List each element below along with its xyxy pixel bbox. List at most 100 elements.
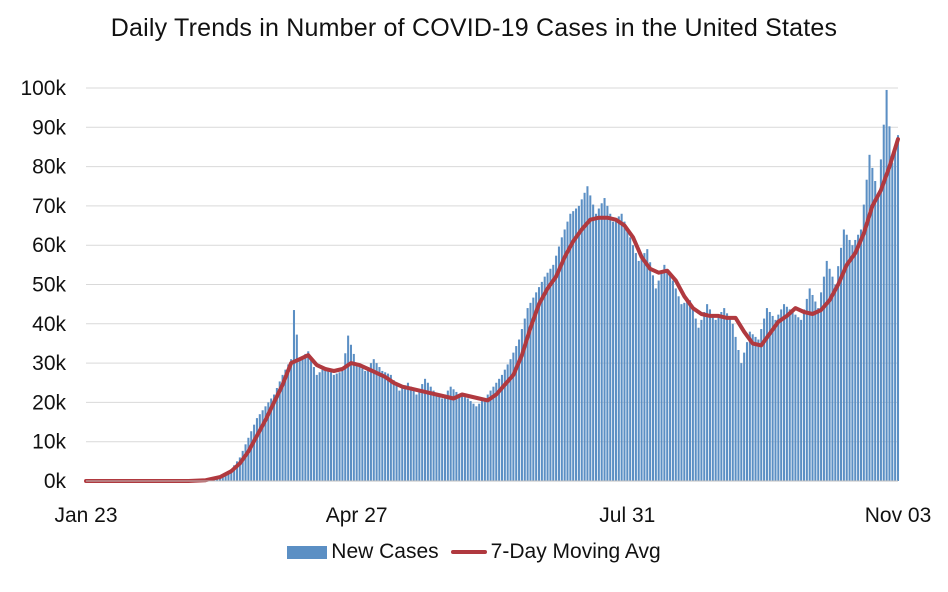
bar [241,450,244,481]
bar [509,359,512,481]
bar [463,397,466,481]
bar [723,308,726,481]
bar [361,368,364,481]
bar [227,471,230,481]
bar [854,239,857,481]
bar [441,398,444,481]
bar [654,288,657,481]
bar [839,247,843,481]
y-tick-label: 60k [32,234,66,257]
bar [258,414,261,481]
bar [452,389,455,481]
bar [520,329,523,481]
legend: New Cases 7-Day Moving Avg [0,540,948,564]
bar [794,314,797,481]
bar [523,318,526,481]
bar [594,213,598,481]
bar [398,390,401,481]
bar [369,363,372,481]
bar [589,195,592,482]
x-tick-label: Jul 31 [599,504,655,527]
bar [711,314,714,481]
bar [426,382,429,481]
bar [700,319,703,481]
bar [338,372,341,481]
bar [449,386,452,481]
bar [842,229,845,481]
bar [540,281,543,481]
bar [512,352,515,481]
bar [620,213,623,481]
bar [885,89,888,481]
bar [224,473,227,481]
bar [364,370,367,481]
bar [632,245,635,481]
bar [421,384,424,481]
bar [355,363,358,481]
x-tick-label: Apr 27 [326,504,388,527]
bar [221,475,224,481]
bar [461,395,464,481]
bar [734,336,737,481]
bar [349,344,352,481]
legend-swatch-bars [287,545,328,559]
bar [871,167,874,481]
bar [877,194,880,482]
legend-item-moving-avg: 7-Day Moving Avg [450,540,661,564]
bar [780,309,783,481]
bar [831,276,834,481]
bar [706,304,709,481]
bar [717,315,720,481]
bar [498,378,501,481]
bar [281,374,284,481]
bar [273,394,276,481]
bar [424,378,427,481]
bar [714,319,717,481]
bar [301,356,304,481]
bar [378,367,381,481]
bar [537,287,541,481]
bar [643,253,646,481]
chart-title: Daily Trends in Number of COVID-19 Cases… [110,14,838,42]
bar [874,181,877,481]
bar [327,369,330,481]
bar [597,208,600,481]
bar [526,308,529,481]
bar [669,275,672,481]
bar [583,192,586,482]
bar [882,124,885,482]
bar [489,390,492,481]
bar [492,386,495,481]
bar [275,387,278,481]
bar [549,268,552,481]
bar [292,310,296,481]
bar [646,249,649,481]
bar [785,306,788,481]
bar [580,199,583,481]
bar [820,292,823,481]
bar [572,211,575,481]
bar [318,372,321,481]
bar [671,280,674,481]
bar [253,424,256,481]
x-tick-label: Nov 03 [865,504,932,527]
bar [332,374,335,481]
bar [287,364,290,481]
bar [788,309,791,481]
bar [745,342,749,481]
bar [754,336,757,481]
bar [609,213,612,481]
bar [264,406,267,481]
bar [552,264,555,481]
bar [708,309,711,481]
bar [404,385,407,481]
bar [649,262,652,481]
bar [446,390,449,481]
bar [466,398,469,481]
bar [557,246,560,481]
bar [765,308,768,481]
bar [278,381,281,481]
bar [412,390,415,481]
y-tick-label: 50k [32,274,66,297]
bar [731,323,734,481]
